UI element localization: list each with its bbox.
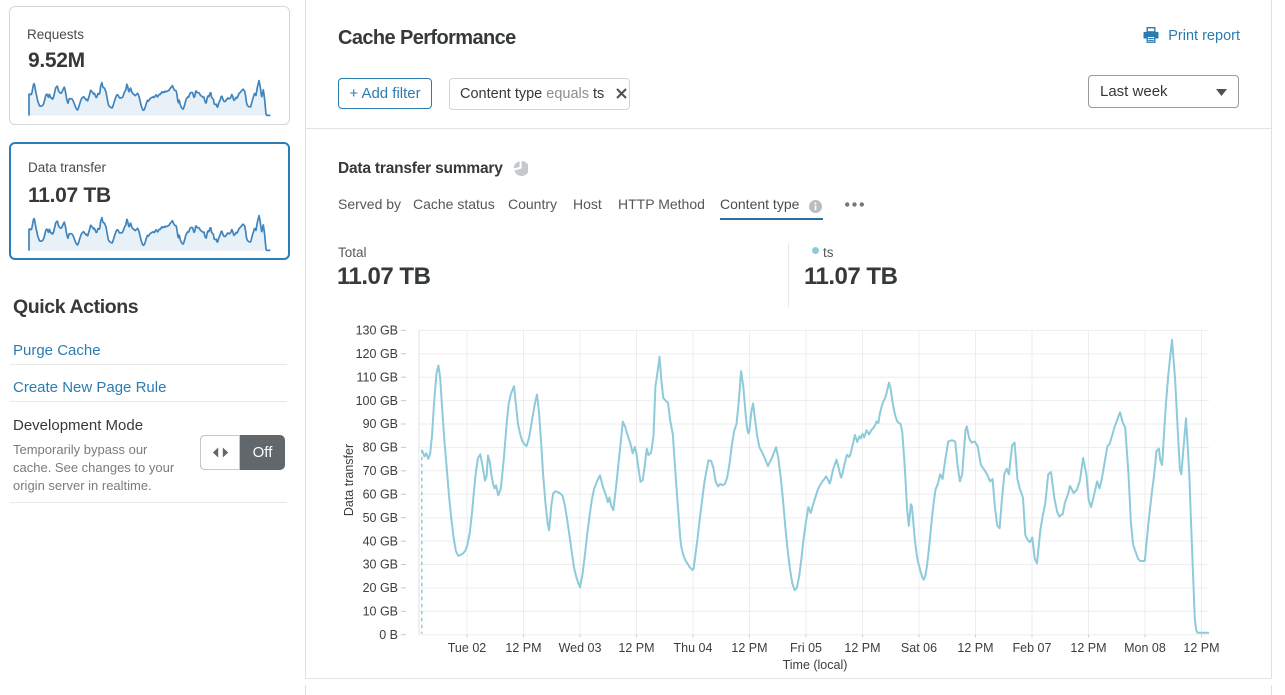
svg-text:120 GB: 120 GB bbox=[356, 347, 398, 361]
svg-text:Wed 03: Wed 03 bbox=[559, 641, 602, 655]
svg-text:Feb 07: Feb 07 bbox=[1013, 641, 1052, 655]
svg-text:12 PM: 12 PM bbox=[505, 641, 541, 655]
svg-text:30 GB: 30 GB bbox=[363, 558, 398, 572]
svg-text:Time (local): Time (local) bbox=[783, 658, 848, 672]
svg-text:12 PM: 12 PM bbox=[731, 641, 767, 655]
svg-text:110 GB: 110 GB bbox=[357, 370, 398, 384]
svg-text:40 GB: 40 GB bbox=[363, 534, 398, 548]
svg-text:Sat 06: Sat 06 bbox=[901, 641, 937, 655]
svg-text:0 B: 0 B bbox=[379, 628, 398, 642]
svg-text:12 PM: 12 PM bbox=[618, 641, 654, 655]
svg-text:Tue 02: Tue 02 bbox=[448, 641, 487, 655]
svg-text:12 PM: 12 PM bbox=[1183, 641, 1219, 655]
svg-text:80 GB: 80 GB bbox=[363, 441, 398, 455]
svg-text:12 PM: 12 PM bbox=[844, 641, 880, 655]
svg-text:60 GB: 60 GB bbox=[363, 487, 398, 501]
svg-text:12 PM: 12 PM bbox=[1070, 641, 1106, 655]
svg-text:Data transfer: Data transfer bbox=[342, 444, 356, 516]
svg-text:100 GB: 100 GB bbox=[356, 394, 398, 408]
svg-text:70 GB: 70 GB bbox=[363, 464, 398, 478]
svg-text:10 GB: 10 GB bbox=[363, 605, 398, 619]
svg-text:90 GB: 90 GB bbox=[363, 417, 398, 431]
svg-text:Mon 08: Mon 08 bbox=[1124, 641, 1166, 655]
svg-text:Fri 05: Fri 05 bbox=[790, 641, 822, 655]
svg-text:Thu 04: Thu 04 bbox=[674, 641, 713, 655]
svg-text:20 GB: 20 GB bbox=[363, 581, 398, 595]
svg-text:50 GB: 50 GB bbox=[363, 511, 398, 525]
svg-text:130 GB: 130 GB bbox=[356, 324, 398, 338]
svg-text:12 PM: 12 PM bbox=[957, 641, 993, 655]
